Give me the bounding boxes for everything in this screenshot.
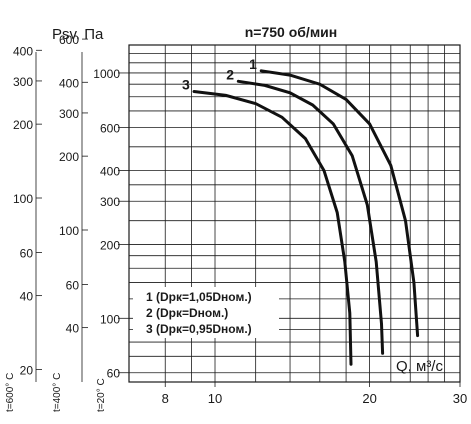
x-axis-tick-label: 20 xyxy=(362,391,376,406)
axis-t400-tick-label: 200 xyxy=(59,150,79,164)
axis-t600-tick-label: 400 xyxy=(13,44,33,58)
axis-t400-tick-label: 400 xyxy=(59,76,79,90)
series-2-curve-label: 2 xyxy=(226,66,234,82)
axis-t600-tick-label: 60 xyxy=(20,246,34,260)
axis-t600-tick-label: 20 xyxy=(20,363,34,377)
series-3-curve-label: 3 xyxy=(182,77,190,93)
axis-t600-tick-label: 200 xyxy=(13,118,33,132)
chart-title: n=750 об/мин xyxy=(245,24,337,40)
series-1-line xyxy=(259,69,420,338)
legend-entry-1: 1 (Dpк=1,05Dном.) xyxy=(146,290,252,304)
axis-t600-tick-label: 300 xyxy=(13,75,33,89)
axis-t20-ticks: 1000 600 400 300 200 100 60 xyxy=(93,67,129,381)
x-axis-tick-label: 30 xyxy=(453,391,467,406)
series-1-curve-label: 1 xyxy=(249,56,257,72)
series-curves: 12 3 xyxy=(182,56,420,366)
axis-t20-tick-label: 400 xyxy=(100,165,120,179)
legend-background xyxy=(133,287,279,338)
axis-t600-tick-label: 40 xyxy=(20,290,34,304)
x-axis-title: Q, м³/с xyxy=(396,358,443,375)
axis-t400-tick-label: 60 xyxy=(66,278,80,292)
x-axis-tick-label: 10 xyxy=(208,391,222,406)
axis-t20-tick-label: 1000 xyxy=(93,67,120,81)
axis-t20-tick-label: 300 xyxy=(100,195,120,209)
legend-entry-2: 2 (Dpк=Dном.) xyxy=(146,306,228,320)
legend-entry-3: 3 (Dpк=0,95Dном.) xyxy=(146,322,252,336)
x-axis-ticks: 8 10 20 30 xyxy=(162,382,467,406)
axis-t400-label: t=400° C xyxy=(52,373,63,412)
plot-frame xyxy=(128,44,461,383)
axis-t20-tick-label: 200 xyxy=(100,238,120,252)
series-3-line xyxy=(192,90,353,366)
axis-t600-tick-label: 100 xyxy=(13,192,33,206)
y-axis-title: Psv, Па xyxy=(52,26,104,43)
axis-t20-tick-label: 60 xyxy=(107,367,121,381)
axis-t600-label: t=600° C xyxy=(5,373,16,412)
axis-t20-tick-label: 100 xyxy=(100,312,120,326)
axis-t400-tick-label: 600 xyxy=(59,33,79,47)
axis-t400-tick-label: 40 xyxy=(66,322,80,336)
axis-t20-label: t=20° C xyxy=(96,378,107,412)
x-axis-tick-label: 8 xyxy=(162,391,169,406)
legend: 1 (Dpк=1,05Dном.) 2 (Dpк=Dном.) 3 (Dpк=0… xyxy=(133,287,279,338)
axis-t20-tick-label: 600 xyxy=(100,121,120,135)
axis-t600-ticks: 400 300 200 100 60 40 20 xyxy=(13,44,42,377)
series-2-line xyxy=(236,79,385,355)
axis-t400-ticks: 600 400 300 200 100 60 40 xyxy=(59,33,88,336)
axis-t400-tick-label: 100 xyxy=(59,224,79,238)
axis-t400-tick-label: 300 xyxy=(59,107,79,121)
